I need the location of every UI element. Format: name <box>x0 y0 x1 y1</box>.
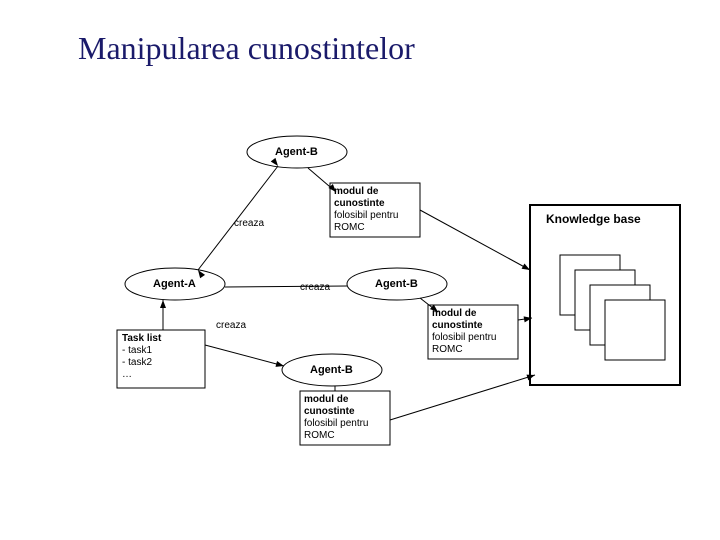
knowledge-base-label: Knowledge base <box>546 212 641 226</box>
agentB_top-label: Agent-B <box>275 146 318 159</box>
agentB_low-label: Agent-B <box>310 364 353 377</box>
agentB_mid-label: Agent-B <box>375 278 418 291</box>
creaza_top: creaza <box>234 218 264 230</box>
moduleBox_mid-label: modul decunostintefolosibil pentruROMC <box>432 308 496 356</box>
creaza_left: creaza <box>216 320 246 332</box>
agentA-label: Agent-A <box>153 278 196 291</box>
taskList-label: Task list- task1- task2… <box>122 333 161 381</box>
creaza_mid: creaza <box>300 282 330 294</box>
slide-title: Manipularea cunostintelor <box>78 30 415 67</box>
moduleBox_low-label: modul decunostintefolosibil pentruROMC <box>304 394 368 442</box>
moduleBox_top-label: modul decunostintefolosibil pentruROMC <box>334 186 398 234</box>
